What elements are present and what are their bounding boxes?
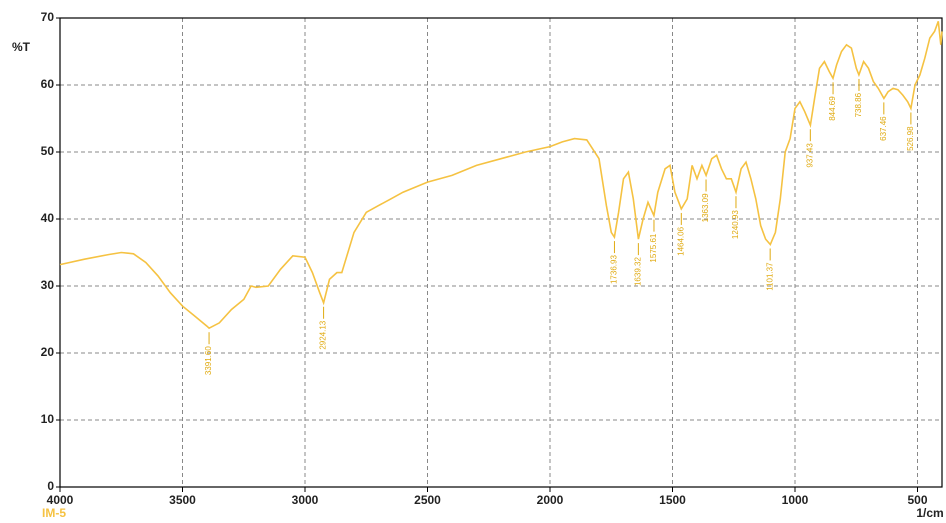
peak-label: 526.98 [906,126,915,151]
y-tick-label: 60 [41,77,55,91]
peak-label: 1240.93 [731,210,740,239]
peak-label: 1464.06 [676,226,685,255]
peak-label: 1363.09 [701,193,710,222]
x-axis-label: 1/cm [916,506,943,520]
x-tick-label: 1500 [659,493,686,507]
y-tick-label: 70 [41,10,55,24]
peak-label: 1101.37 [765,262,774,291]
y-axis-label: %T [12,40,31,54]
peak-label: 738.86 [854,92,863,117]
spectrum-line [59,21,943,330]
x-tick-label: 1000 [782,493,809,507]
plot-frame [59,17,943,488]
peak-label: 3391.60 [204,346,213,375]
x-tick-label: 500 [907,493,927,507]
peak-label: 844.69 [828,96,837,121]
y-tick-label: 40 [41,211,55,225]
peak-label: 637.46 [879,116,888,141]
peak-label: 1639.32 [633,257,642,286]
x-tick-label: 4000 [47,493,74,507]
y-tick-label: 10 [41,412,55,426]
peak-label: 937.43 [805,143,814,168]
x-tick-label: 2000 [537,493,564,507]
x-tick-label: 3500 [169,493,196,507]
peak-label: 1575.61 [649,233,658,262]
y-tick-label: 50 [41,144,55,158]
x-tick-label: 2500 [414,493,441,507]
y-tick-label: 30 [41,278,55,292]
y-tick-label: 20 [41,345,55,359]
peak-label: 2924.13 [319,320,328,349]
x-tick-label: 3000 [292,493,319,507]
legend-entry: IM-5 [42,506,66,520]
y-tick-label: 0 [47,479,54,493]
peak-label: 1736.93 [610,255,619,284]
